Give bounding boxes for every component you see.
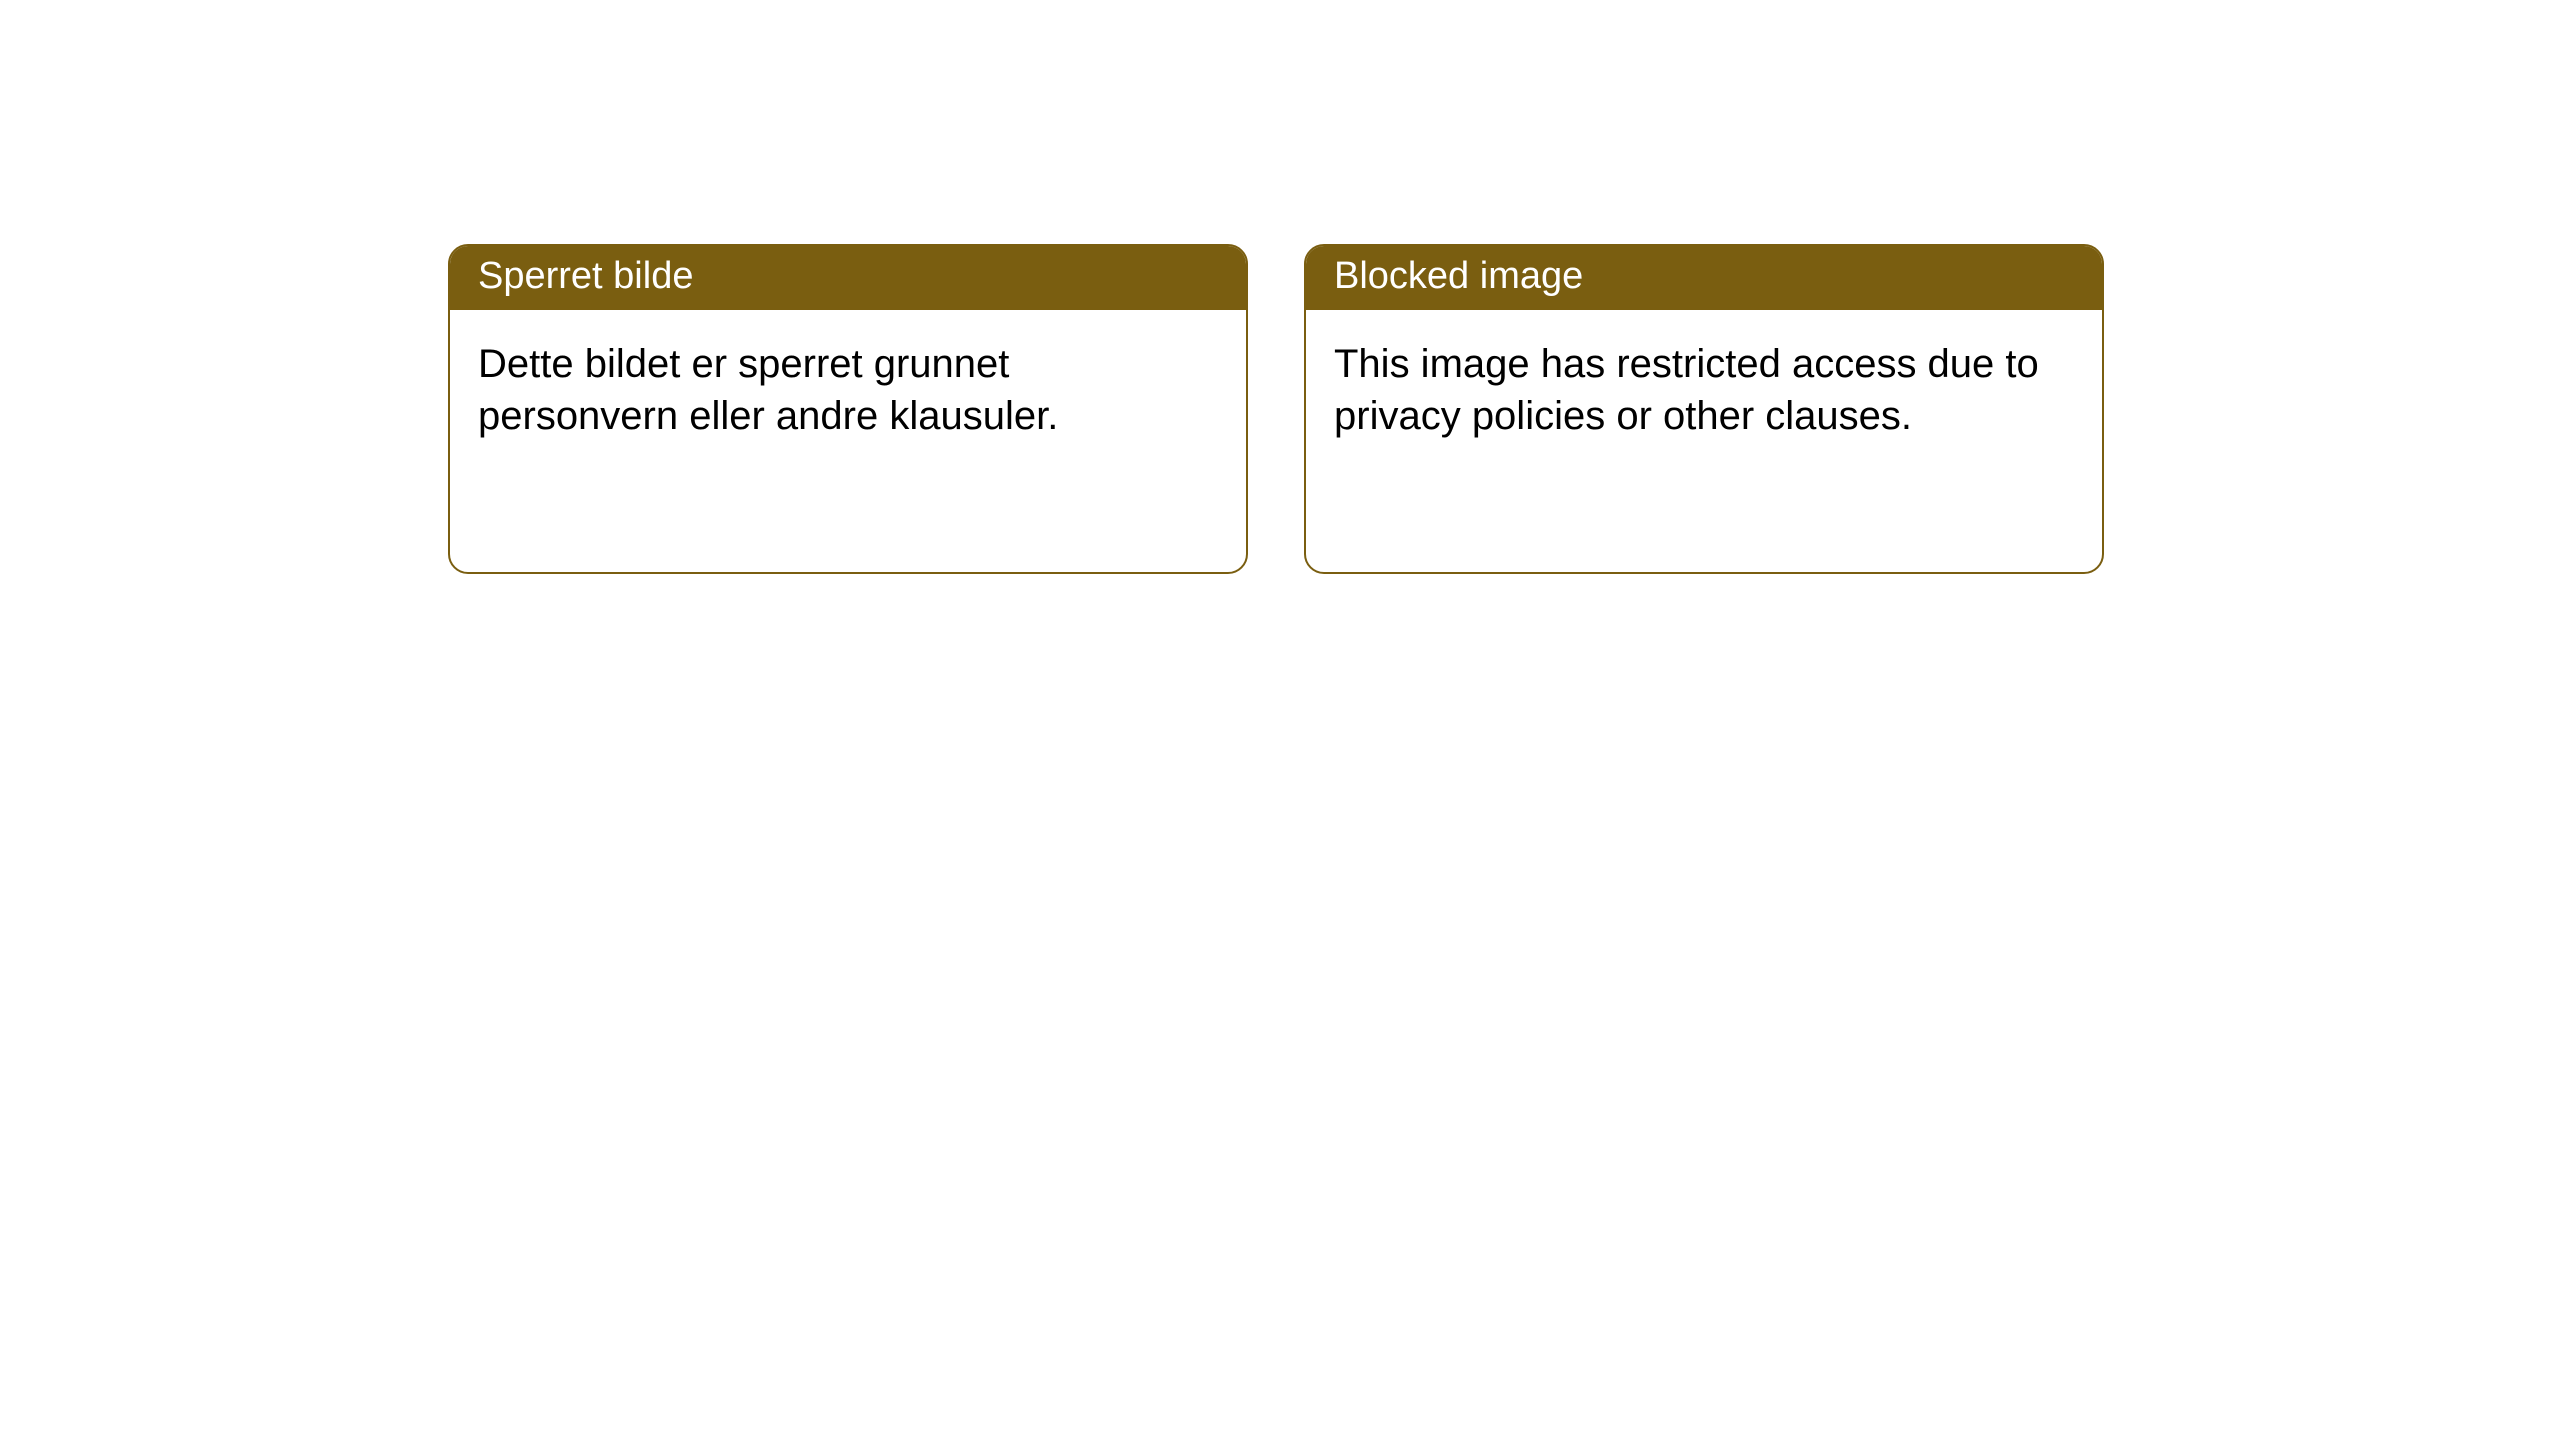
- card-header-en: Blocked image: [1306, 246, 2102, 310]
- card-body-en: This image has restricted access due to …: [1306, 310, 2102, 470]
- blocked-image-card-no: Sperret bilde Dette bildet er sperret gr…: [448, 244, 1248, 574]
- card-header-no: Sperret bilde: [450, 246, 1246, 310]
- card-title-en: Blocked image: [1334, 255, 1583, 297]
- card-title-no: Sperret bilde: [478, 255, 693, 297]
- cards-container: Sperret bilde Dette bildet er sperret gr…: [0, 0, 2560, 574]
- blocked-image-card-en: Blocked image This image has restricted …: [1304, 244, 2104, 574]
- card-text-no: Dette bildet er sperret grunnet personve…: [478, 342, 1058, 438]
- card-body-no: Dette bildet er sperret grunnet personve…: [450, 310, 1246, 470]
- card-text-en: This image has restricted access due to …: [1334, 342, 2039, 438]
